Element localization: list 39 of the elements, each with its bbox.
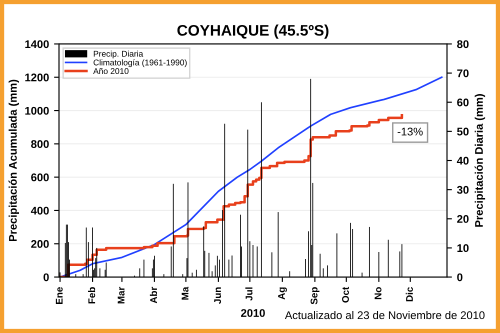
- x-tick-label: Feb: [88, 287, 96, 304]
- x-tick-label: No: [374, 287, 382, 300]
- chart-title: COYHAIQUE (45.5ºS): [177, 24, 328, 39]
- line-series: [59, 76, 443, 278]
- y2-tick-label: 20: [457, 215, 469, 223]
- x-tick-label: Mar: [118, 286, 125, 304]
- y-tick-label: 0: [44, 273, 49, 282]
- y2-tick-label: 30: [456, 186, 469, 194]
- y-tick-label: 200: [31, 240, 49, 248]
- x-tick-label: Oct: [342, 286, 349, 303]
- x-tick-label: Jun: [214, 287, 222, 304]
- x-tick-label: Dic: [406, 287, 413, 302]
- x-axis-title: 2010: [241, 309, 265, 317]
- x-tick-label: Ma: [182, 286, 188, 300]
- x-tick-label: Jul: [245, 287, 252, 301]
- y2-tick-label: 10: [457, 244, 469, 252]
- y-tick-label: 1400: [25, 40, 49, 48]
- y-tick-label: 400: [30, 206, 49, 215]
- y2-tick-label: 50: [457, 128, 469, 136]
- legend-label: Climatología (1961-1990): [94, 59, 187, 68]
- text: Actualizado al 23 de Noviembre de 2010: [284, 310, 485, 320]
- y2-tick-label: 60: [457, 98, 469, 106]
- y-tick-label: 1000: [25, 106, 49, 115]
- x-tick-label: Ene: [56, 287, 63, 304]
- legend-label: Precip. Diaria: [94, 50, 144, 58]
- y-tick-label: 600: [31, 173, 49, 182]
- y2-tick-label: 0: [457, 273, 462, 282]
- y2-tick-label: 80: [457, 40, 469, 48]
- x-tick-label: Abr: [150, 286, 158, 304]
- legend-label: Año 2010: [93, 68, 129, 74]
- x-tick-label: Sep: [310, 287, 320, 304]
- y2-tick-label: 40: [456, 156, 469, 165]
- y-tick-label: 1200: [25, 74, 49, 82]
- annotation: -13%: [398, 128, 423, 136]
- y2-tick-label: 70: [457, 69, 469, 78]
- x-tick-label: Ag: [278, 287, 287, 300]
- y-tick-label: 800: [31, 140, 49, 148]
- y-axis-title: Precipitación Acumulada (mm): [8, 80, 20, 242]
- y2-axis-title: Precipitación Diaria (mm): [474, 94, 486, 227]
